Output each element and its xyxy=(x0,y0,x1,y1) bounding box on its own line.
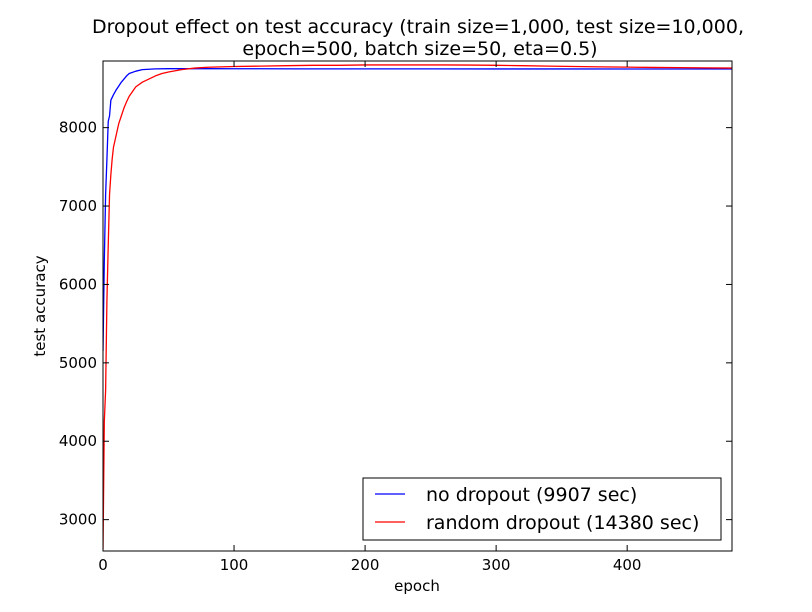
chart-title-line-2: epoch=500, batch size=50, eta=0.5) xyxy=(242,38,597,60)
x-tick-label: 400 xyxy=(613,556,642,574)
legend-entry-2: random dropout (14380 sec) xyxy=(426,512,699,534)
x-tick-label: 100 xyxy=(220,556,249,574)
series-layer xyxy=(103,64,732,550)
y-tick-label: 3000 xyxy=(59,511,97,529)
y-tick-label: 4000 xyxy=(59,432,97,450)
y-axis-label: test accuracy xyxy=(31,255,49,356)
y-tick-label: 8000 xyxy=(59,119,97,137)
ticks-layer: 0 100 200 300 400 3000 4000 5000 6000 7000 8000 xyxy=(59,61,732,574)
y-tick-label: 6000 xyxy=(59,275,97,293)
y-tick-label: 5000 xyxy=(59,354,97,372)
series-line-1 xyxy=(103,68,732,352)
x-tick-label: 200 xyxy=(351,556,380,574)
x-tick-label: 300 xyxy=(482,556,511,574)
legend: no dropout (9907 sec) random dropout (143… xyxy=(362,477,722,541)
x-axis-label: epoch xyxy=(394,577,440,595)
legend-entry-1: no dropout (9907 sec) xyxy=(426,484,637,506)
y-tick-label: 7000 xyxy=(59,197,97,215)
plot-frame xyxy=(102,60,733,552)
chart-title-line-1: Dropout effect on test accuracy (train s… xyxy=(92,16,744,38)
series-line-2 xyxy=(103,64,732,550)
x-tick-label: 0 xyxy=(98,556,108,574)
legend-box xyxy=(362,477,722,541)
